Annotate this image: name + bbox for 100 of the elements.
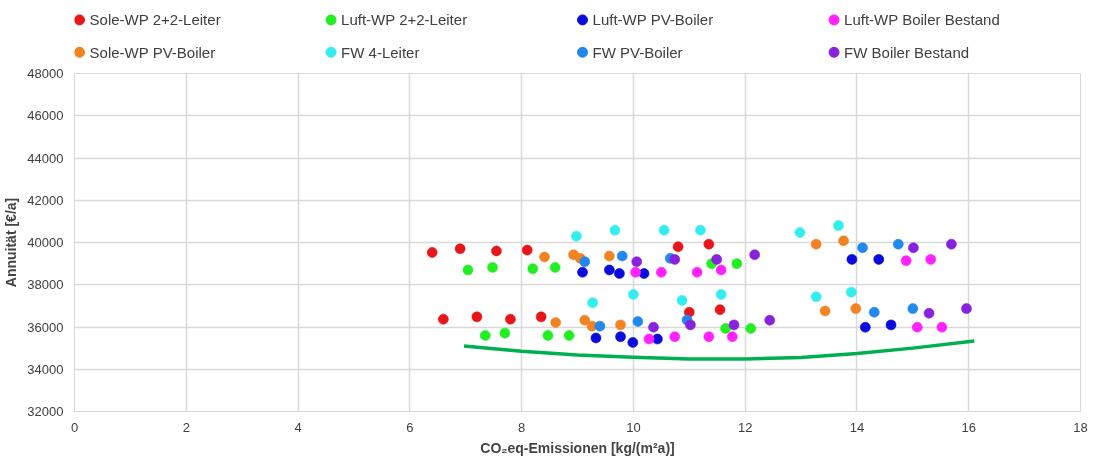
x-tick-label: 4 [294,419,302,435]
point [550,317,562,329]
point [715,264,727,276]
point [714,304,726,316]
point [643,333,655,345]
point [579,256,591,268]
legend-label: Luft-WP 2+2-Leiter [341,11,468,29]
legend-label: Sole-WP PV-Boiler [89,43,216,61]
y-tick-label: 32000 [27,404,64,419]
point [873,253,885,265]
point [542,329,554,341]
point [627,336,639,348]
point [907,242,919,254]
point [900,255,912,267]
point [426,246,438,258]
y-tick-label: 46000 [27,108,64,124]
legend-label: FW Boiler Bestand [844,43,970,61]
point [587,297,599,309]
point [504,313,516,325]
point [437,313,449,325]
point [603,250,615,262]
point [499,327,511,339]
x-tick-label: 18 [1073,419,1088,435]
point [539,251,551,263]
point [731,258,743,270]
point [609,224,621,236]
y-tick-label: 42000 [27,192,64,208]
point [907,303,919,315]
point [594,320,606,332]
point [590,332,602,344]
point [527,263,539,275]
point [563,329,575,341]
legend-label: FW PV-Boiler [592,43,683,61]
y-tick-label: 40000 [27,235,64,250]
x-axis-title: CO₂eq-Emissionen [kg/(m²a)] [480,439,675,456]
point [490,245,502,257]
legend-label: Luft-WP PV-Boiler [592,11,714,29]
point [892,238,904,250]
point [868,306,880,318]
y-tick-label: 38000 [27,277,64,293]
legend-label: Sole-WP 2+2-Leiter [89,11,221,29]
point [945,238,957,250]
point [711,253,723,265]
point [535,311,547,323]
legend-label: FW 4-Leiter [341,43,420,61]
point [960,303,972,315]
y-axis-title: Annuität [€/a] [3,197,20,288]
line-series [462,339,977,361]
point [521,244,533,256]
point [885,319,897,331]
point [819,305,831,317]
y-tick-label: 36000 [27,319,64,335]
point [479,329,491,341]
point [632,316,644,327]
point [810,238,822,250]
point [579,314,591,326]
point [570,230,582,242]
point [794,227,806,239]
point [630,266,642,278]
point [703,238,715,250]
point [615,331,627,343]
point [669,331,681,343]
legend-label: Luft-WP Boiler Bestand [844,11,1000,29]
point [672,241,684,253]
point [658,224,670,236]
point [715,288,727,300]
point [838,235,850,247]
point [850,303,862,315]
point [936,321,948,333]
x-tick-label: 16 [961,419,976,435]
y-tick-label: 44000 [27,150,64,166]
point [810,291,822,303]
point [471,311,483,323]
x-tick-label: 8 [518,419,526,435]
point [703,331,715,343]
x-tick-label: 6 [406,419,414,435]
point [925,253,937,265]
point [857,242,869,254]
point [745,322,757,334]
x-tick-label: 2 [182,419,190,435]
y-tick-label: 34000 [27,361,64,377]
point [691,266,703,278]
x-tick-label: 12 [737,419,753,435]
point [648,321,660,333]
point [669,253,681,265]
point [728,319,740,331]
point [749,249,761,261]
x-tick-label: 14 [849,419,865,435]
point [833,220,844,232]
point [923,307,935,319]
point [684,319,696,331]
point [845,286,857,298]
point [615,319,627,331]
point [655,266,667,278]
point [764,314,776,326]
point [694,224,706,236]
x-tick-label: 10 [626,419,641,435]
point [616,250,628,262]
point [549,261,561,273]
point [627,288,639,300]
